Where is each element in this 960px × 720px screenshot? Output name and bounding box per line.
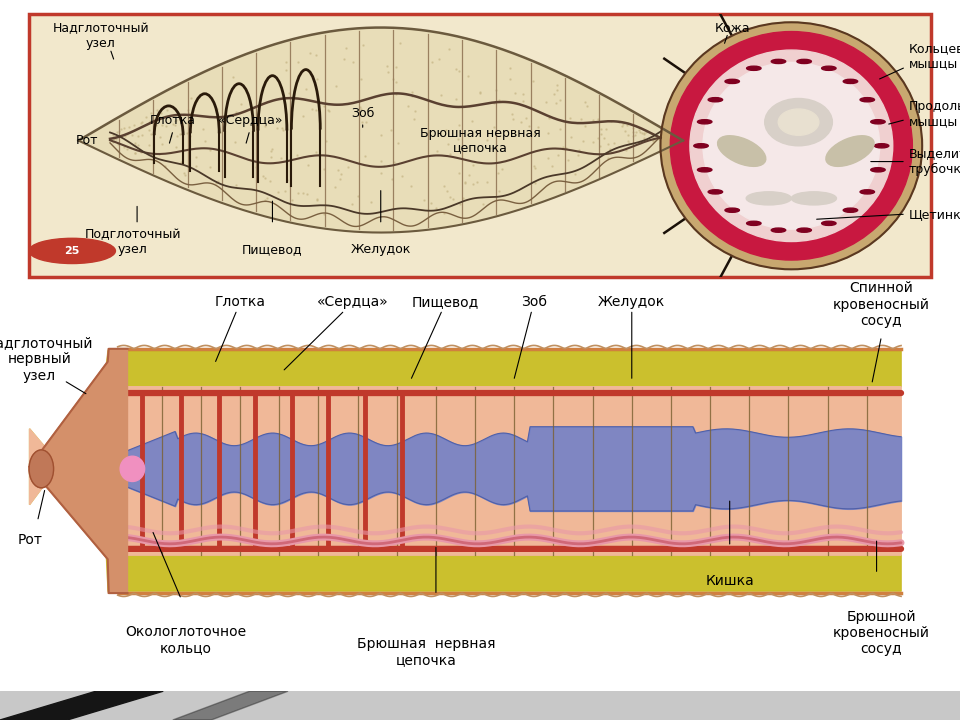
Text: Брюшная  нервная
цепочка: Брюшная нервная цепочка [357,637,495,667]
Polygon shape [79,27,683,233]
Text: Пищевод: Пищевод [242,243,302,256]
Text: Надглоточный
узел: Надглоточный узел [53,22,150,50]
Circle shape [843,208,857,212]
Text: Выделительная
трубочка: Выделительная трубочка [908,148,960,176]
Text: Желудок: Желудок [350,243,411,256]
Circle shape [708,190,723,194]
Polygon shape [30,351,901,505]
Circle shape [747,221,761,225]
Text: Кожа: Кожа [714,22,751,35]
Text: Спинной
кровеносный
сосуд: Спинной кровеносный сосуд [833,282,930,328]
Text: 25: 25 [64,246,80,256]
Circle shape [698,120,712,124]
Text: Желудок: Желудок [598,295,665,378]
Text: Брюшной
кровеносный
сосуд: Брюшной кровеносный сосуд [833,610,930,657]
Circle shape [797,59,811,63]
Ellipse shape [703,63,879,229]
Text: Кишка: Кишка [706,574,754,588]
Text: Щетинки: Щетинки [908,207,960,220]
Polygon shape [0,691,163,720]
Ellipse shape [29,450,54,488]
Polygon shape [30,348,128,593]
Circle shape [860,190,875,194]
Circle shape [708,98,723,102]
Text: Зоб: Зоб [515,295,547,378]
Circle shape [771,59,785,63]
Text: Окологлоточное
кольцо: Окологлоточное кольцо [126,625,247,655]
Polygon shape [173,691,288,720]
Text: «Сердца»: «Сердца» [218,114,282,127]
Ellipse shape [670,32,912,260]
Text: Рот: Рот [17,534,42,547]
Ellipse shape [660,22,923,269]
Text: Брюшная нервная
цепочка: Брюшная нервная цепочка [420,127,540,155]
Circle shape [725,208,739,212]
Ellipse shape [826,136,875,166]
Text: Надглоточный
нервный
узел: Надглоточный нервный узел [0,336,93,382]
Text: «Сердца»: «Сердца» [284,295,389,370]
Circle shape [746,192,791,205]
Polygon shape [30,387,901,555]
Circle shape [725,79,739,84]
Ellipse shape [717,136,766,166]
Ellipse shape [690,50,893,241]
Circle shape [694,144,708,148]
FancyBboxPatch shape [29,14,931,277]
Circle shape [822,66,836,71]
Text: Продольные
мышцы: Продольные мышцы [908,100,960,128]
Ellipse shape [120,456,145,482]
Circle shape [791,192,836,205]
Circle shape [871,168,885,172]
Circle shape [29,238,115,264]
Polygon shape [30,429,901,591]
Text: Глотка: Глотка [215,295,266,361]
Text: Кольцевые
мышцы: Кольцевые мышцы [908,42,960,71]
Circle shape [771,228,785,233]
Circle shape [871,120,885,124]
Polygon shape [30,348,901,593]
Circle shape [698,168,712,172]
Text: Пищевод: Пищевод [412,295,479,378]
Circle shape [822,221,836,225]
Text: Глотка: Глотка [150,114,196,127]
Circle shape [843,79,857,84]
Text: Зоб: Зоб [351,107,374,120]
Circle shape [875,144,889,148]
Ellipse shape [779,109,819,135]
Circle shape [747,66,761,71]
Circle shape [860,98,875,102]
Text: Подглоточный
узел: Подглоточный узел [84,228,180,256]
Text: Рот: Рот [76,134,99,147]
Ellipse shape [765,99,832,145]
Ellipse shape [84,423,123,516]
Circle shape [797,228,811,233]
